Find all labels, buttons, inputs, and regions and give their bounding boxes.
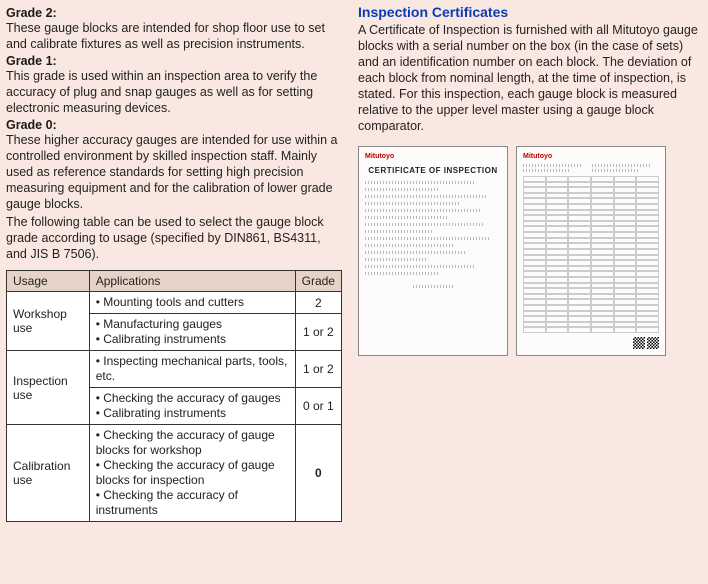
- apps-cell: Mounting tools and cutters: [89, 292, 295, 314]
- grade1-block: Grade 1: This grade is used within an in…: [6, 54, 342, 116]
- grade0-body: These higher accuracy gauges are intende…: [6, 132, 342, 212]
- cert1-title: CERTIFICATE OF INSPECTION: [365, 166, 501, 175]
- cert2-table: [523, 176, 659, 333]
- grade2-block: Grade 2: These gauge blocks are intended…: [6, 6, 342, 52]
- apps-cell: Manufacturing gaugesCalibrating instrume…: [89, 314, 295, 351]
- qr-icon: [633, 337, 645, 349]
- app-item: Checking the accuracy of gauge blocks fo…: [96, 458, 289, 488]
- grade2-title: Grade 2:: [6, 6, 342, 20]
- apps-cell: Inspecting mechanical parts, tools, etc.: [89, 351, 295, 388]
- th-grade: Grade: [295, 271, 341, 292]
- cert2-logo: Mitutoyo: [523, 153, 659, 160]
- cert1-body-lines: [365, 181, 501, 349]
- left-column: Grade 2: These gauge blocks are intended…: [0, 0, 348, 584]
- app-item: Checking the accuracy of instruments: [96, 488, 289, 518]
- certificate-images: Mitutoyo CERTIFICATE OF INSPECTION Mitut…: [358, 146, 702, 356]
- certificate-1: Mitutoyo CERTIFICATE OF INSPECTION: [358, 146, 508, 356]
- app-item: Mounting tools and cutters: [96, 295, 289, 310]
- app-item: Manufacturing gauges: [96, 317, 289, 332]
- grade2-body: These gauge blocks are intended for shop…: [6, 20, 342, 52]
- app-item: Checking the accuracy of gauge blocks fo…: [96, 428, 289, 458]
- app-item: Checking the accuracy of gauges: [96, 391, 289, 406]
- apps-cell: Checking the accuracy of gauge blocks fo…: [89, 425, 295, 522]
- grade-cell: 1 or 2: [295, 351, 341, 388]
- grade0-block: Grade 0: These higher accuracy gauges ar…: [6, 118, 342, 212]
- grade-cell: 2: [295, 292, 341, 314]
- certificate-2: Mitutoyo: [516, 146, 666, 356]
- cert2-footer: [523, 337, 659, 349]
- grade-table: Usage Applications Grade Workshop use Mou…: [6, 270, 342, 522]
- grade1-body: This grade is used within an inspection …: [6, 68, 342, 116]
- usage-cell: Inspection use: [7, 351, 90, 425]
- inspection-cert-body: A Certificate of Inspection is furnished…: [358, 22, 702, 134]
- grade-cell: 1 or 2: [295, 314, 341, 351]
- usage-cell: Calibration use: [7, 425, 90, 522]
- table-intro: The following table can be used to selec…: [6, 214, 342, 262]
- app-item: Calibrating instruments: [96, 406, 289, 421]
- grade0-title: Grade 0:: [6, 118, 342, 132]
- usage-cell: Workshop use: [7, 292, 90, 351]
- grade-cell: 0: [295, 425, 341, 522]
- apps-cell: Checking the accuracy of gaugesCalibrati…: [89, 388, 295, 425]
- app-item: Calibrating instruments: [96, 332, 289, 347]
- th-usage: Usage: [7, 271, 90, 292]
- inspection-cert-title: Inspection Certificates: [358, 4, 702, 20]
- grade1-title: Grade 1:: [6, 54, 342, 68]
- th-apps: Applications: [89, 271, 295, 292]
- app-item: Inspecting mechanical parts, tools, etc.: [96, 354, 289, 384]
- right-column: Inspection Certificates A Certificate of…: [348, 0, 708, 584]
- qr-icon: [647, 337, 659, 349]
- cert1-logo: Mitutoyo: [365, 153, 501, 160]
- grade-cell: 0 or 1: [295, 388, 341, 425]
